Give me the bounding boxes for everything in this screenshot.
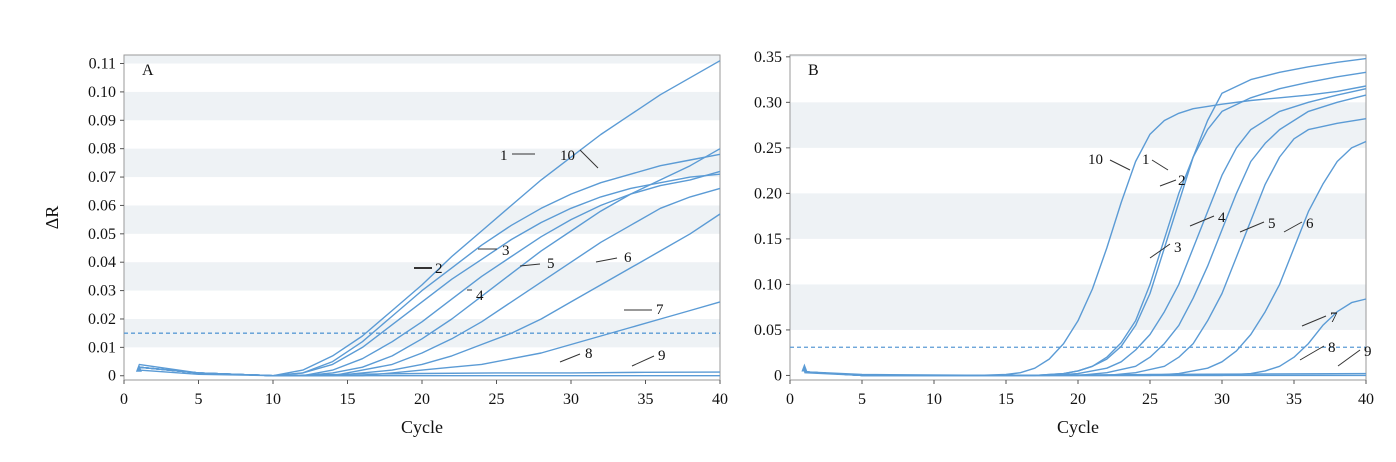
series-label-10: 10 bbox=[560, 148, 575, 164]
x-tick-label: 35 bbox=[1286, 391, 1302, 408]
x-tick-label: 10 bbox=[926, 391, 942, 408]
callout-leader-4 bbox=[1189, 215, 1215, 227]
grid-band bbox=[790, 55, 1366, 57]
series-label-7: 7 bbox=[656, 302, 664, 318]
callout-leader-9 bbox=[1337, 349, 1361, 367]
x-tick-label: 30 bbox=[1214, 391, 1230, 408]
series-label-4: 4 bbox=[1218, 210, 1226, 226]
series-label-7: 7 bbox=[1330, 310, 1338, 326]
x-tick-label: 5 bbox=[195, 391, 203, 408]
x-tick-label: 30 bbox=[563, 391, 579, 408]
grid-band bbox=[124, 55, 720, 64]
series-label-6: 6 bbox=[624, 250, 632, 266]
x-tick-label: 10 bbox=[265, 391, 281, 408]
x-tick-label: 35 bbox=[638, 391, 654, 408]
series-label-10: 10 bbox=[1088, 152, 1103, 168]
x-tick-label: 40 bbox=[712, 391, 728, 408]
series-label-3: 3 bbox=[1174, 240, 1182, 256]
y-tick-label: 0.11 bbox=[89, 56, 116, 73]
y-tick-label: 0.01 bbox=[88, 339, 116, 356]
callout-leader-5 bbox=[1239, 221, 1265, 233]
series-label-5: 5 bbox=[547, 256, 555, 272]
series-label-5: 5 bbox=[1268, 216, 1276, 232]
grid-band bbox=[124, 91, 720, 121]
y-tick-label: 0.10 bbox=[88, 84, 116, 101]
x-tick-label: 40 bbox=[1358, 391, 1374, 408]
y-tick-label: 0.20 bbox=[754, 185, 782, 202]
callout-leader-1 bbox=[1151, 159, 1169, 171]
y-tick-label: 0.10 bbox=[754, 276, 782, 293]
y-tick-label: 0.30 bbox=[754, 94, 782, 111]
series-label-6: 6 bbox=[1306, 216, 1314, 232]
series-line-5 bbox=[804, 118, 1367, 377]
grid-band bbox=[790, 193, 1366, 239]
grid-band bbox=[790, 284, 1366, 330]
grid-band bbox=[790, 102, 1366, 148]
y-tick-label: 0 bbox=[774, 367, 782, 384]
x-axis-label: Cycle bbox=[401, 417, 443, 437]
callout-leader-10 bbox=[1109, 159, 1131, 171]
y-tick-label: 0.06 bbox=[88, 197, 116, 214]
x-tick-label: 15 bbox=[998, 391, 1014, 408]
x-axis-label: Cycle bbox=[1057, 417, 1099, 437]
series-label-9: 9 bbox=[658, 348, 666, 364]
y-tick-label: 0.35 bbox=[754, 49, 782, 66]
series-label-2: 2 bbox=[1178, 173, 1186, 189]
series-label-3: 3 bbox=[502, 243, 510, 259]
series-line-6 bbox=[138, 213, 721, 377]
series-line-1 bbox=[138, 60, 721, 377]
panel-a: 0 0.01 0.02 0.03 0.04 0.05 0.06 0.07 0.08 0.09 0.1… bbox=[42, 54, 728, 437]
grid-band bbox=[124, 148, 720, 178]
x-tick-label: 20 bbox=[1070, 391, 1086, 408]
y-tick-label: 0.07 bbox=[88, 169, 116, 186]
baseline-marker bbox=[135, 363, 142, 372]
x-tick-label: 15 bbox=[340, 391, 356, 408]
panel-label: B bbox=[808, 62, 819, 79]
series-label-2: 2 bbox=[435, 261, 443, 277]
series-label-4: 4 bbox=[476, 288, 484, 304]
series-line-9 bbox=[138, 369, 720, 377]
callout-leader-3 bbox=[1149, 243, 1171, 259]
y-tick-label: 0.08 bbox=[88, 141, 116, 158]
x-tick-label: 25 bbox=[1142, 391, 1158, 408]
panel-b: 00.050.100.150.200.250.300.350 5 10 15 20 25 3… bbox=[754, 49, 1374, 437]
x-tick-label: 5 bbox=[858, 391, 866, 408]
callout-leader-2 bbox=[1159, 179, 1177, 187]
y-tick-label: 0.25 bbox=[754, 140, 782, 157]
series-label-1: 1 bbox=[500, 148, 508, 164]
series-label-1: 1 bbox=[1142, 152, 1150, 168]
y-tick-label: 0.05 bbox=[754, 322, 782, 339]
y-tick-label: 0.09 bbox=[88, 112, 116, 129]
grid-band bbox=[124, 262, 720, 291]
callout-leader-9 bbox=[631, 355, 655, 367]
y-tick-label: 0.05 bbox=[88, 226, 116, 243]
callout-leader-5 bbox=[519, 263, 541, 267]
y-tick-label: 0.15 bbox=[754, 231, 782, 248]
x-tick-label: 0 bbox=[120, 391, 128, 408]
series-line-10 bbox=[138, 153, 721, 377]
y-axis-label: ΔR bbox=[42, 206, 62, 230]
series-line-6 bbox=[804, 140, 1367, 377]
series-label-8: 8 bbox=[585, 346, 593, 362]
x-tick-label: 20 bbox=[414, 391, 430, 408]
callout-leader-10 bbox=[579, 149, 599, 169]
y-tick-label: 0 bbox=[108, 368, 116, 385]
y-tick-label: 0.02 bbox=[88, 311, 116, 328]
grid-band bbox=[124, 205, 720, 234]
callout-leader-7 bbox=[1301, 315, 1327, 327]
series-label-9: 9 bbox=[1364, 344, 1372, 360]
x-tick-label: 25 bbox=[489, 391, 505, 408]
x-tick-label: 0 bbox=[786, 391, 794, 408]
series-line-10 bbox=[804, 85, 1367, 377]
y-tick-label: 0.04 bbox=[88, 254, 116, 271]
panel-label: A bbox=[142, 62, 154, 79]
callout-leader-8 bbox=[1299, 345, 1325, 361]
y-tick-label: 0.03 bbox=[88, 283, 116, 300]
series-label-8: 8 bbox=[1328, 340, 1336, 356]
callout-leader-6 bbox=[595, 257, 618, 263]
callout-leader-8 bbox=[559, 353, 581, 363]
baseline-marker bbox=[801, 363, 808, 372]
callout-leader-6 bbox=[1283, 221, 1303, 233]
